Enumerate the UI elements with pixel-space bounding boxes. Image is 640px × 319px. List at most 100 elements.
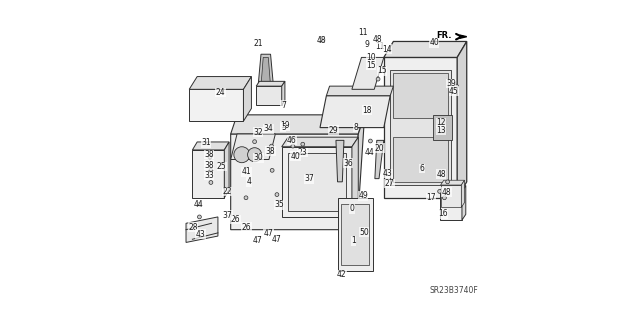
- Text: 50: 50: [359, 228, 369, 237]
- Text: 25: 25: [217, 162, 227, 171]
- Polygon shape: [282, 147, 352, 217]
- Text: 40: 40: [291, 152, 301, 161]
- Polygon shape: [230, 134, 358, 230]
- Polygon shape: [394, 137, 447, 182]
- Polygon shape: [189, 89, 243, 121]
- Polygon shape: [224, 142, 229, 198]
- Circle shape: [301, 142, 305, 146]
- Polygon shape: [288, 153, 346, 211]
- Polygon shape: [230, 134, 275, 160]
- Text: 5: 5: [317, 36, 323, 45]
- Text: 35: 35: [275, 200, 284, 209]
- Text: 27: 27: [385, 179, 394, 188]
- Text: 10: 10: [366, 53, 376, 62]
- Text: 43: 43: [195, 230, 205, 239]
- Text: 17: 17: [426, 193, 436, 202]
- Text: 5: 5: [281, 123, 285, 132]
- Text: 33: 33: [204, 171, 214, 180]
- Text: 38: 38: [204, 161, 214, 170]
- Polygon shape: [282, 81, 285, 105]
- Text: 46: 46: [287, 136, 297, 145]
- Polygon shape: [460, 35, 467, 38]
- Polygon shape: [352, 115, 365, 230]
- Polygon shape: [258, 54, 274, 89]
- Polygon shape: [256, 81, 285, 86]
- Text: 0: 0: [349, 204, 355, 213]
- Circle shape: [209, 168, 213, 172]
- Polygon shape: [189, 77, 252, 89]
- Text: 37: 37: [223, 211, 232, 220]
- Text: 44: 44: [365, 148, 374, 157]
- Circle shape: [244, 196, 248, 200]
- Text: 38: 38: [204, 150, 214, 159]
- Text: 11: 11: [375, 42, 385, 51]
- Polygon shape: [375, 140, 384, 179]
- Text: 26: 26: [230, 215, 240, 224]
- Text: 47: 47: [264, 229, 273, 238]
- Polygon shape: [352, 57, 384, 89]
- Polygon shape: [462, 186, 466, 220]
- Text: 49: 49: [358, 191, 368, 200]
- Circle shape: [198, 202, 202, 206]
- Text: 21: 21: [253, 39, 262, 48]
- Polygon shape: [336, 140, 344, 182]
- Polygon shape: [384, 41, 467, 57]
- Circle shape: [369, 139, 372, 143]
- Polygon shape: [256, 86, 282, 105]
- Polygon shape: [326, 86, 394, 96]
- Polygon shape: [186, 217, 218, 242]
- Polygon shape: [384, 57, 457, 198]
- Text: 22: 22: [222, 187, 232, 196]
- Text: 23: 23: [298, 148, 307, 157]
- Text: 38: 38: [266, 147, 275, 156]
- Text: 11: 11: [358, 28, 368, 37]
- Text: 1: 1: [351, 236, 356, 245]
- Text: 41: 41: [242, 167, 252, 176]
- Text: 47: 47: [272, 235, 282, 244]
- Text: FR.: FR.: [436, 31, 452, 40]
- Circle shape: [253, 140, 257, 144]
- Text: 26: 26: [242, 223, 252, 232]
- Polygon shape: [282, 137, 358, 147]
- Circle shape: [442, 196, 446, 200]
- Text: 40: 40: [429, 38, 439, 47]
- Text: 36: 36: [343, 159, 353, 168]
- Circle shape: [248, 148, 262, 162]
- Text: 16: 16: [438, 209, 447, 218]
- Polygon shape: [440, 180, 465, 185]
- Text: 29: 29: [328, 126, 338, 135]
- Text: 48: 48: [436, 170, 446, 179]
- Text: 14: 14: [382, 45, 392, 54]
- Polygon shape: [320, 96, 390, 128]
- Polygon shape: [440, 191, 462, 220]
- Polygon shape: [433, 115, 452, 140]
- Text: 20: 20: [374, 144, 384, 152]
- Text: 48: 48: [372, 35, 382, 44]
- Polygon shape: [340, 204, 369, 265]
- Circle shape: [438, 189, 442, 193]
- Circle shape: [208, 155, 212, 159]
- Text: 42: 42: [337, 271, 346, 279]
- Polygon shape: [193, 150, 224, 198]
- Text: 48: 48: [442, 188, 451, 197]
- Text: 13: 13: [436, 126, 446, 135]
- Polygon shape: [193, 142, 229, 150]
- Polygon shape: [394, 73, 447, 118]
- Text: 44: 44: [194, 200, 204, 209]
- Polygon shape: [243, 77, 252, 121]
- Text: 48: 48: [317, 36, 327, 45]
- Text: 7: 7: [281, 101, 285, 110]
- Circle shape: [445, 180, 449, 184]
- Circle shape: [198, 215, 202, 219]
- Text: 32: 32: [253, 128, 262, 137]
- Text: SR23B3740F: SR23B3740F: [429, 286, 478, 295]
- Text: 28: 28: [189, 223, 198, 232]
- Circle shape: [454, 84, 458, 88]
- Text: 31: 31: [202, 138, 211, 147]
- Text: 8: 8: [353, 123, 358, 132]
- Circle shape: [269, 144, 273, 148]
- Text: 24: 24: [216, 88, 225, 97]
- Text: 15: 15: [366, 61, 376, 70]
- Polygon shape: [390, 70, 451, 185]
- Text: 34: 34: [264, 124, 273, 133]
